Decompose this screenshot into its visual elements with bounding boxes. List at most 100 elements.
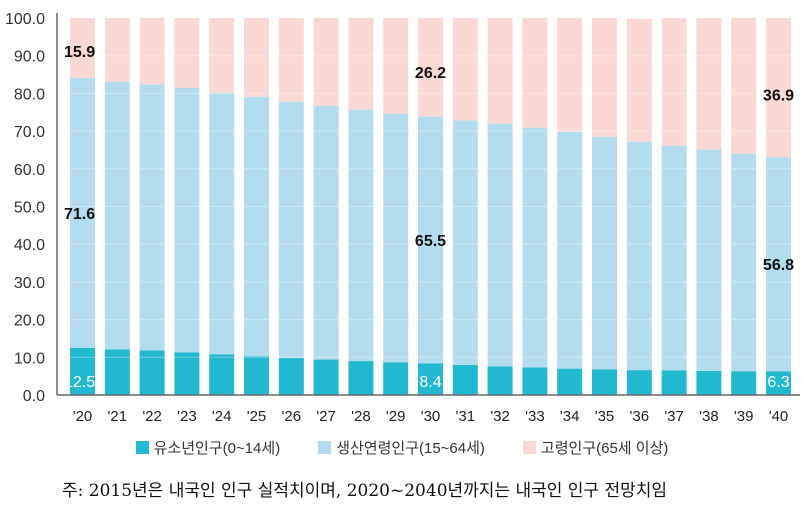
bar-segment [104,349,130,395]
x-tick-label: '25 [247,408,267,425]
legend-item-youth: 유소년인구(0~14세) [135,437,281,458]
y-tick-label: 90.0 [14,49,45,66]
bar-segment [766,18,791,158]
x-tick-label: '24 [212,408,232,425]
data-label: 65.5 [415,233,446,250]
bar-segment [522,367,548,395]
data-label: 6.3 [767,374,789,391]
bar-segment [70,18,95,78]
bar-segment [731,18,757,154]
bar-segment [209,92,235,355]
x-tick-label: '23 [177,408,197,425]
bar-segment [557,131,583,369]
y-tick-label: 0.0 [23,388,45,405]
bar-segment [383,362,409,395]
bar-segment [626,18,652,142]
data-label: 12.5 [64,374,95,391]
bar-segment [418,116,443,364]
bar-segment [174,87,200,353]
bar-segment [418,18,443,117]
x-tick-label: '35 [595,408,615,425]
data-label: 26.2 [415,65,446,82]
x-tick-label: '29 [386,408,406,425]
bar-segment [592,369,617,395]
bar-segment [383,18,409,114]
bar-segment [557,18,583,132]
y-tick-label: 80.0 [14,86,45,103]
data-label: 36.9 [763,88,794,105]
y-tick-label: 70.0 [14,124,45,141]
bar-segment [313,18,339,106]
bar-segment [348,109,374,362]
bar-segment [522,18,548,128]
bar-segment [487,123,513,367]
x-tick-label: '22 [142,408,162,425]
y-tick-label: 60.0 [14,162,45,179]
bar-segment [383,113,409,363]
bar-segment [209,354,235,395]
y-tick-label: 20.0 [14,313,45,330]
y-tick-label: 50.0 [14,200,45,217]
bar-segment [661,18,687,146]
x-tick-label: '39 [734,408,754,425]
bar-segment [452,120,478,365]
x-tick-label: '33 [525,408,545,425]
legend-item-working: 생산연령인구(15~64세) [318,437,485,458]
bar-segment [626,141,652,371]
x-tick-label: '31 [456,408,476,425]
bar-segment [557,368,583,395]
y-tick-label: 30.0 [14,275,45,292]
bar-segment [209,18,235,93]
y-tick-label: 10.0 [14,350,45,367]
bar-segment [244,18,269,97]
bar-segment [731,371,757,395]
bar-segment [348,18,374,110]
bar-segment [696,18,722,150]
bar-segment [104,81,130,350]
y-tick-label: 100.0 [5,11,45,28]
x-tick-label: '30 [421,408,441,425]
bar-segment [418,363,443,395]
y-tick-label: 40.0 [14,237,45,254]
legend-swatch-elderly [522,441,536,454]
bar-segment [104,18,130,82]
bar-segment [139,84,165,351]
bar-segment [278,358,304,395]
x-tick-label: '36 [630,408,650,425]
bar-segment [696,149,722,371]
bar-segment [244,96,269,357]
x-tick-label: '27 [316,408,336,425]
x-tick-label: '26 [282,408,302,425]
x-tick-label: '20 [73,408,93,425]
bar-segment [731,153,757,372]
bar-segment [313,105,339,360]
bar-segment [278,101,304,359]
x-tick-label: '32 [490,408,510,425]
bar-segment [278,18,304,102]
bar-segment [661,370,687,395]
stacked-bar-plot: '20 '21 '22 '23 '24 '25 '26 '27 '28 '29 '30 '31 '32 '… [5,11,800,425]
bar-segment [139,350,165,395]
bar-segment [452,18,478,121]
x-tick-label: '38 [699,408,719,425]
bar-segment [487,18,513,124]
bar-segment [70,77,95,348]
bar-segment [313,359,339,395]
legend-label-elderly: 고령인구(65세 이상) [540,440,669,457]
footnote: 주: 2015년은 내국인 인구 실적치이며, 2020~2040년까지는 내국… [62,481,668,501]
data-label: 56.8 [763,257,794,274]
bar-segment [766,157,791,372]
bar-segment [70,347,95,395]
data-label: 15.9 [64,44,95,61]
x-tick-label: '40 [769,408,789,425]
bar-segment [174,18,200,88]
data-label: 71.6 [64,206,95,223]
bar-segment [766,371,791,395]
bar-segment [626,370,652,395]
bar-segment [452,364,478,395]
bar-segment [696,370,722,395]
x-tick-label: '37 [664,408,684,425]
legend-label-youth: 유소년인구(0~14세) [153,440,281,457]
x-tick-label: '28 [351,408,371,425]
